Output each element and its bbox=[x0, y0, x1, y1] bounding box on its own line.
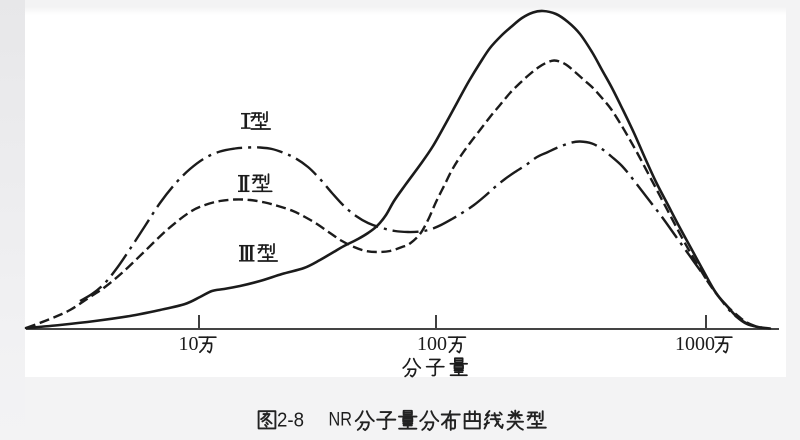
svg-text:NR: NR bbox=[329, 410, 353, 431]
svg-text:10: 10 bbox=[179, 333, 199, 355]
svg-text:2-8: 2-8 bbox=[277, 410, 304, 432]
svg-text:100: 100 bbox=[417, 333, 447, 355]
svg-text:1000: 1000 bbox=[675, 333, 715, 355]
